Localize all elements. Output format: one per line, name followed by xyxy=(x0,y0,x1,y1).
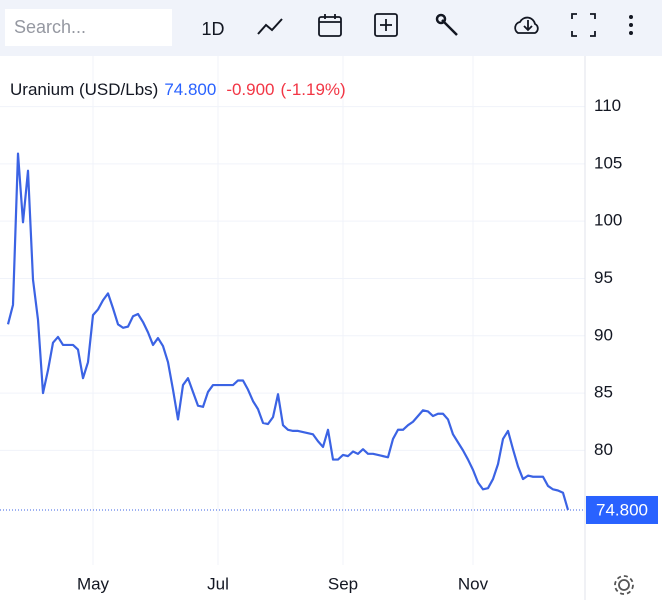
chart-title: Uranium (USD/Lbs) 74.800 -0.900 (-1.19%) xyxy=(10,80,346,99)
x-tick-label: Nov xyxy=(458,574,489,593)
add-icon[interactable] xyxy=(374,13,398,37)
settings-wrench-icon[interactable] xyxy=(435,13,458,36)
y-tick-label: 90 xyxy=(594,325,613,344)
y-tick-label: 105 xyxy=(594,153,622,172)
interval-button[interactable]: 1D xyxy=(201,19,224,39)
last-price-box xyxy=(586,495,658,524)
price-line xyxy=(6,152,570,511)
menu-icon[interactable] xyxy=(629,15,633,35)
y-tick-label: 80 xyxy=(594,440,613,459)
fullscreen-icon[interactable] xyxy=(571,13,596,37)
chart-type-icon[interactable] xyxy=(257,18,283,35)
toolbar: Search... 1D xyxy=(0,0,662,56)
change: -0.900 xyxy=(226,80,274,99)
x-tick-label: May xyxy=(77,574,110,593)
y-tick-label: 110 xyxy=(594,96,621,115)
x-tick-label: Sep xyxy=(328,574,358,593)
y-tick-label: 85 xyxy=(594,383,613,402)
toolbar-icons: 1D xyxy=(201,13,633,39)
calendar-icon[interactable] xyxy=(318,14,342,37)
change-percent: (-1.19%) xyxy=(281,80,346,99)
search-box[interactable]: Search... xyxy=(5,9,172,46)
y-tick-label: 95 xyxy=(594,268,613,287)
download-icon[interactable] xyxy=(514,16,539,34)
x-tick-label: Jul xyxy=(207,574,229,593)
chart: Uranium (USD/Lbs) 74.800 -0.900 (-1.19%) 80… xyxy=(0,56,658,600)
gear-icon[interactable] xyxy=(614,575,634,595)
y-tick-label: 100 xyxy=(594,211,622,230)
symbol: Uranium (USD/Lbs) xyxy=(10,80,158,99)
last-price-label: 74.800 xyxy=(596,500,648,519)
price: 74.800 xyxy=(164,80,216,99)
